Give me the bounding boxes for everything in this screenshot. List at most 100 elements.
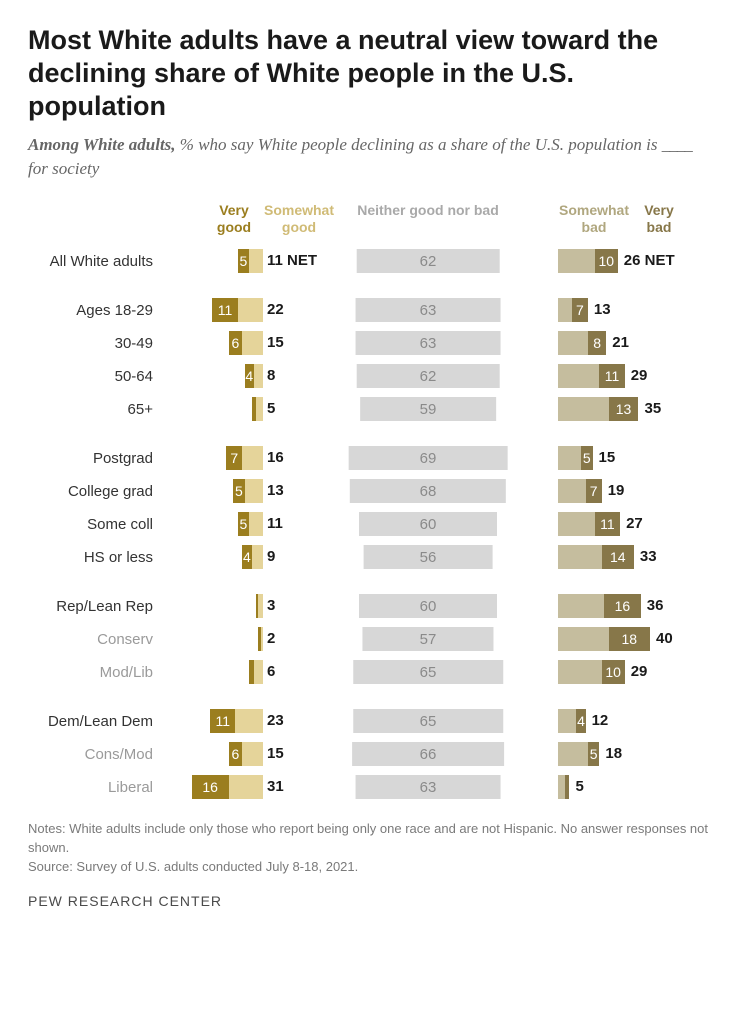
bar-somewhat-bad — [558, 627, 609, 651]
bad-net-label: 36 — [647, 597, 664, 614]
bar-somewhat-bad — [558, 364, 599, 388]
bar-somewhat-good — [254, 364, 263, 388]
good-net-label: 16 — [267, 449, 284, 466]
attribution: PEW RESEARCH CENTER — [28, 893, 708, 909]
bar-neither: 59 — [360, 397, 496, 421]
bar-somewhat-good — [256, 397, 263, 421]
good-net-label: 13 — [267, 482, 284, 499]
data-row: Postgrad71669515 — [28, 443, 708, 473]
bar-somewhat-bad — [558, 545, 602, 569]
row-label: Cons/Mod — [28, 746, 163, 763]
bar-neither: 63 — [356, 298, 501, 322]
row-label: Conserv — [28, 631, 163, 648]
row-label: Dem/Lean Dem — [28, 713, 163, 730]
row-label: 30-49 — [28, 335, 163, 352]
bar-very-good: 4 — [242, 545, 251, 569]
bar-very-good: 11 — [210, 709, 235, 733]
row-label: Some coll — [28, 516, 163, 533]
bar-very-bad: 13 — [609, 397, 639, 421]
bar-very-bad: 7 — [586, 479, 602, 503]
bad-net-label: 29 — [631, 663, 648, 680]
note-line: Notes: White adults include only those w… — [28, 820, 708, 858]
bar-somewhat-bad — [558, 249, 595, 273]
bad-net-label: 5 — [576, 778, 584, 795]
chart-title: Most White adults have a neutral view to… — [28, 24, 708, 123]
bar-somewhat-good — [261, 627, 263, 651]
bar-somewhat-bad — [558, 446, 581, 470]
data-row: All White adults511 NET621026 NET — [28, 246, 708, 276]
bar-very-good: 7 — [226, 446, 242, 470]
data-row: 30-4961563821 — [28, 328, 708, 358]
row-label: Rep/Lean Rep — [28, 598, 163, 615]
bar-very-good: 5 — [233, 479, 245, 503]
bar-very-good: 5 — [238, 512, 250, 536]
bar-very-bad: 11 — [595, 512, 620, 536]
bar-somewhat-good — [258, 594, 263, 618]
legend-neither: Neither good nor bad — [338, 202, 518, 218]
row-label: Mod/Lib — [28, 664, 163, 681]
bad-net-label: 13 — [594, 301, 611, 318]
subtitle-post: for society — [28, 159, 99, 178]
bar-somewhat-good — [235, 709, 263, 733]
bad-net-label: 27 — [626, 515, 643, 532]
row-label: College grad — [28, 483, 163, 500]
good-net-label: 3 — [267, 597, 275, 614]
bar-somewhat-good — [249, 512, 263, 536]
bad-net-label: 33 — [640, 548, 657, 565]
bar-very-bad: 4 — [576, 709, 585, 733]
subtitle-blank: ____ — [662, 135, 692, 154]
data-row: HS or less49561433 — [28, 542, 708, 572]
bar-very-bad: 5 — [581, 446, 593, 470]
subtitle-emph: Among White adults, — [28, 135, 176, 154]
legend-row: Very good Somewhat good Neither good nor… — [28, 202, 708, 240]
legend-very-good: Very good — [209, 202, 259, 234]
bar-neither: 65 — [353, 660, 503, 684]
bar-somewhat-good — [242, 331, 263, 355]
bar-neither: 60 — [359, 512, 497, 536]
bar-very-bad: 8 — [588, 331, 606, 355]
bar-very-good: 16 — [192, 775, 229, 799]
row-label: Liberal — [28, 779, 163, 796]
bad-net-label: 18 — [605, 745, 622, 762]
data-row: 50-6448621129 — [28, 361, 708, 391]
bar-very-bad: 16 — [604, 594, 641, 618]
bar-somewhat-bad — [558, 742, 588, 766]
bad-net-label: 21 — [612, 334, 629, 351]
good-net-label: 11 — [267, 515, 283, 532]
good-net-label: 22 — [267, 301, 284, 318]
bar-neither: 63 — [356, 775, 501, 799]
row-label: Postgrad — [28, 450, 163, 467]
bar-somewhat-good — [229, 775, 264, 799]
bar-very-good: 6 — [229, 331, 243, 355]
bar-somewhat-bad — [558, 512, 595, 536]
bar-somewhat-bad — [558, 331, 588, 355]
subtitle-mid: % who say White people declining as a sh… — [176, 135, 662, 154]
bar-neither: 57 — [362, 627, 493, 651]
bar-somewhat-good — [252, 545, 264, 569]
good-net-label: 23 — [267, 712, 284, 729]
bar-somewhat-good — [238, 298, 263, 322]
data-row: Mod/Lib6651029 — [28, 657, 708, 687]
bar-neither: 66 — [352, 742, 504, 766]
bar-neither: 68 — [350, 479, 506, 503]
bad-net-label: 40 — [656, 630, 673, 647]
bar-neither: 56 — [364, 545, 493, 569]
good-net-label: 11 NET — [267, 252, 317, 269]
good-net-label: 9 — [267, 548, 275, 565]
data-row: Dem/Lean Dem112365412 — [28, 706, 708, 736]
good-net-label: 15 — [267, 745, 284, 762]
row-label: Ages 18-29 — [28, 302, 163, 319]
data-row: Conserv2571840 — [28, 624, 708, 654]
bad-net-label: 35 — [645, 400, 662, 417]
bad-net-label: 12 — [592, 712, 609, 729]
legend-somewhat-bad: Somewhat bad — [554, 202, 634, 234]
bad-net-label: 26 NET — [624, 252, 675, 269]
bar-very-bad: 14 — [602, 545, 634, 569]
bar-somewhat-good — [249, 249, 263, 273]
bar-very-good: 5 — [238, 249, 250, 273]
data-row: Liberal1631635 — [28, 772, 708, 802]
bar-very-bad: 7 — [572, 298, 588, 322]
chart-notes: Notes: White adults include only those w… — [28, 820, 708, 877]
data-row: Some coll 5 11 60 11 27 — [28, 509, 708, 539]
chart-area: Very good Somewhat good Neither good nor… — [28, 202, 708, 802]
